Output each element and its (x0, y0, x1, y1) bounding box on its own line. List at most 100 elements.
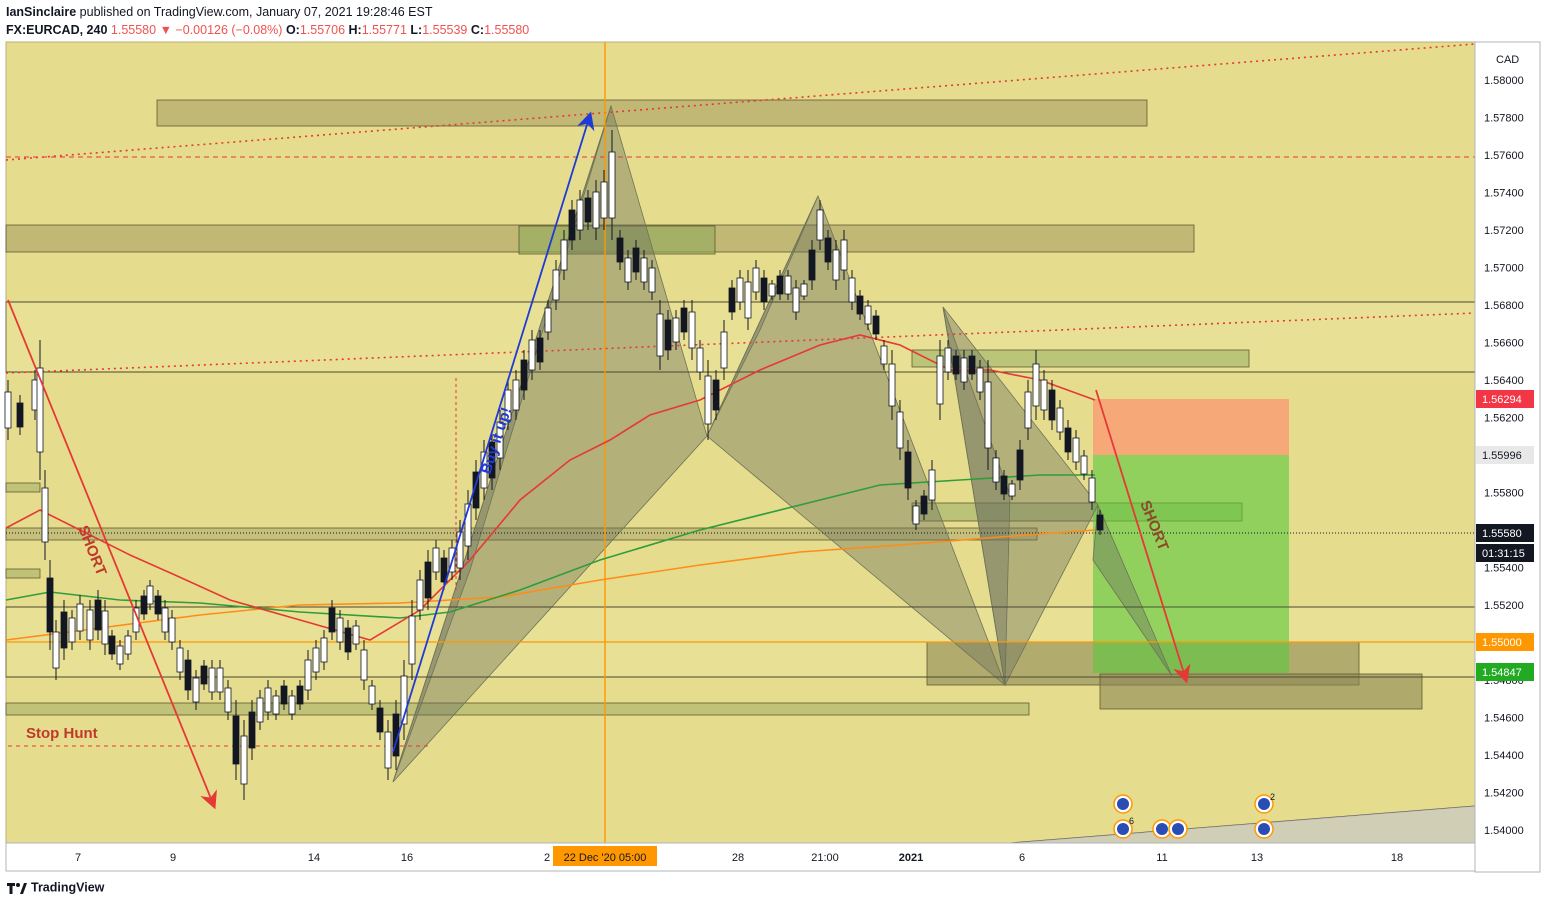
candle-body (888, 363, 896, 407)
footer: TradingView (6, 880, 104, 902)
candle-body (432, 547, 440, 573)
candle-body (46, 577, 54, 633)
x-tick-label: 14 (308, 852, 320, 864)
publisher-name[interactable]: IanSinclaire (6, 5, 77, 19)
price-label: 1.55580 (1482, 528, 1522, 540)
candle-body (880, 345, 888, 365)
x-tick-label: 28 (732, 852, 744, 864)
candle-body (576, 199, 584, 231)
eu-event-icon (1258, 798, 1270, 810)
candle-body (36, 367, 44, 453)
candle-body (488, 441, 496, 479)
ca-event-icon (1258, 823, 1270, 835)
candle-body (584, 197, 592, 223)
candle-body (912, 505, 920, 525)
low-label: L: (410, 23, 423, 37)
candle-body (1096, 514, 1104, 531)
candle-body (1000, 475, 1008, 495)
candle-body (624, 257, 632, 283)
y-tick-label: 1.57400 (1484, 188, 1524, 200)
pattern-triangle (942, 306, 1011, 686)
symbol-label[interactable]: FX:EURCAD, 240 (6, 23, 108, 37)
candle-body (168, 617, 176, 643)
y-tick-label: 1.57800 (1484, 113, 1524, 125)
candle-body (124, 635, 132, 655)
candle-body (816, 209, 824, 241)
price-label: 1.55996 (1482, 450, 1522, 462)
take-profit-area (1093, 455, 1289, 673)
currency-label: CAD (1496, 54, 1519, 66)
candle-body (592, 191, 600, 229)
candle-body (824, 237, 832, 263)
candle-body (1008, 483, 1016, 497)
candle-body (776, 275, 784, 295)
x-tick-label: 2 (544, 852, 550, 864)
candle-body (928, 469, 936, 501)
candle-body (736, 277, 744, 303)
y-tick-label: 1.54200 (1484, 788, 1524, 800)
price-label-bg (1476, 633, 1534, 651)
candle-body (140, 595, 148, 615)
candle-body (472, 471, 480, 509)
y-tick-label: 1.54600 (1484, 713, 1524, 725)
candle-body (161, 607, 169, 633)
candle-body (696, 347, 704, 373)
close-value: 1.55580 (484, 23, 530, 37)
stop-hunt-label: Stop Hunt (26, 725, 98, 742)
y-tick-label: 1.55400 (1484, 563, 1524, 575)
candle-body (848, 277, 856, 303)
candle-body (1080, 455, 1088, 475)
candle-body (1064, 427, 1072, 453)
candle-body (224, 687, 232, 713)
price-label: 1.56294 (1482, 394, 1522, 406)
x-tick-label: 21:00 (811, 852, 839, 864)
price-label-bg (1476, 663, 1534, 681)
candle-body (312, 647, 320, 673)
candle-body (664, 319, 672, 351)
zone-box (5, 702, 1030, 716)
candle-body (280, 685, 288, 705)
ma-fast-line (5, 334, 1096, 641)
candle-body (672, 317, 680, 343)
candle-body (1088, 477, 1096, 503)
short-arrow (7, 299, 217, 810)
candle-body (94, 599, 102, 631)
candle-body (920, 495, 928, 515)
candle-body (344, 627, 352, 653)
footer-brand[interactable]: TradingView (31, 880, 105, 895)
x-highlight-bg (553, 846, 657, 866)
x-tick-label: 11 (1156, 852, 1167, 864)
candle-body (424, 561, 432, 599)
x-tick-label: 6 (1019, 852, 1025, 864)
candle-body (744, 281, 752, 319)
y-tick-label: 1.57200 (1484, 225, 1524, 237)
time-axis (5, 842, 1476, 872)
candle-body (296, 685, 304, 705)
candle-body (960, 357, 968, 383)
candle-body (76, 603, 84, 632)
candle-body (41, 487, 49, 543)
y-tick-label: 1.58000 (1484, 75, 1524, 87)
y-tick-label: 1.56400 (1484, 375, 1524, 387)
trend-line (5, 312, 1476, 374)
candle-body (184, 659, 192, 691)
open-label: O: (285, 23, 300, 37)
candle-body (416, 579, 424, 611)
x-tick-label: 16 (401, 852, 413, 864)
publish-info: IanSinclaire published on TradingView.co… (6, 5, 432, 19)
candle-body (272, 695, 280, 715)
candle-body (1040, 379, 1048, 411)
candle-body (840, 239, 848, 271)
candle-body (440, 557, 448, 583)
candle-body (176, 647, 184, 673)
price-label: 01:31:15 (1482, 548, 1525, 560)
zone-box (5, 568, 41, 579)
last-price: 1.55580 (110, 23, 157, 37)
candle-body (360, 649, 368, 681)
down-arrow-icon: ▼ (159, 23, 172, 37)
candle-body (808, 249, 816, 281)
candle-body (792, 287, 800, 313)
y-tick-label: 1.55800 (1484, 488, 1524, 500)
y-tick-label: 1.54000 (1484, 825, 1524, 837)
